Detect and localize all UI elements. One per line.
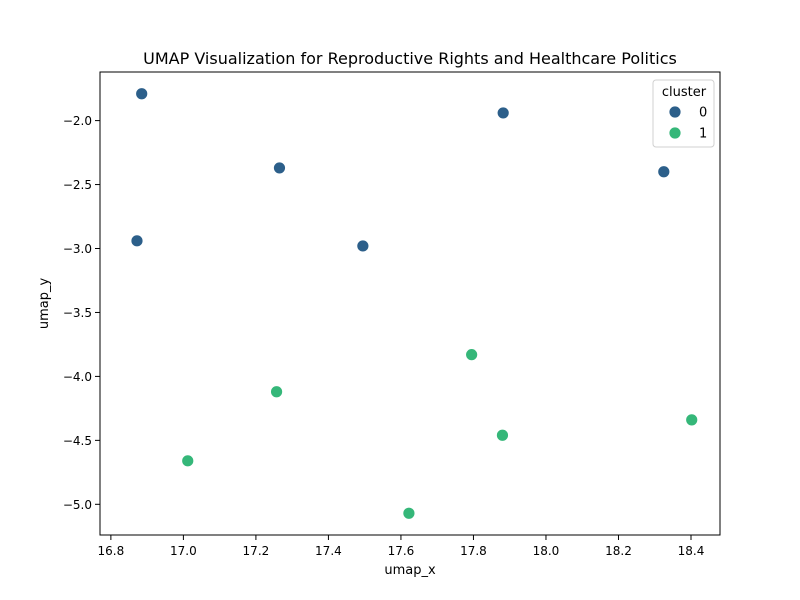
legend-marker [668, 105, 682, 119]
data-point-cluster-0 [356, 239, 370, 253]
y-tick-label: −4.5 [63, 434, 92, 448]
y-tick-label: −2.0 [63, 114, 92, 128]
data-point-cluster-1 [402, 506, 416, 520]
data-points [130, 87, 699, 520]
data-point-cluster-1 [465, 348, 479, 362]
legend-marker [668, 126, 682, 140]
chart-title: UMAP Visualization for Reproductive Righ… [143, 49, 677, 68]
x-tick-label: 17.6 [388, 544, 415, 558]
y-axis-label: umap_y [37, 278, 52, 330]
x-tick-label: 16.8 [98, 544, 125, 558]
legend-box [652, 79, 715, 148]
legend-label: 1 [699, 127, 707, 142]
data-point-cluster-0 [657, 165, 671, 179]
data-point-cluster-0 [496, 106, 510, 120]
data-point-cluster-1 [685, 413, 699, 427]
x-tick-label: 17.8 [460, 544, 487, 558]
data-point-cluster-0 [135, 87, 149, 101]
x-tick-label: 18.0 [533, 544, 560, 558]
x-axis-label: umap_x [384, 563, 436, 578]
x-tick-label: 17.2 [243, 544, 270, 558]
legend-label: 0 [699, 106, 707, 121]
x-tick-label: 18.4 [678, 544, 705, 558]
y-tick-label: −3.5 [63, 306, 92, 320]
y-tick-label: −2.5 [63, 178, 92, 192]
data-point-cluster-1 [496, 428, 509, 442]
y-axis: −2.0 −2.5 −3.0 −3.5 −4.0 −4.5 −5.0 [63, 114, 100, 512]
legend: cluster 0 1 [652, 79, 715, 148]
legend-title: cluster [662, 85, 707, 100]
y-tick-label: −4.0 [63, 370, 92, 384]
x-axis: 16.8 17.0 17.2 17.4 17.6 17.8 18.0 18.2 18.4 [98, 535, 705, 558]
data-point-cluster-0 [273, 161, 286, 175]
data-point-cluster-1 [270, 385, 283, 399]
data-point-cluster-1 [181, 454, 195, 468]
y-tick-label: −5.0 [63, 498, 92, 512]
x-tick-label: 18.2 [605, 544, 632, 558]
data-point-cluster-0 [130, 234, 144, 248]
plot-area [99, 71, 721, 536]
y-tick-label: −3.0 [63, 242, 92, 256]
x-tick-label: 17.0 [170, 544, 197, 558]
x-tick-label: 17.4 [315, 544, 342, 558]
